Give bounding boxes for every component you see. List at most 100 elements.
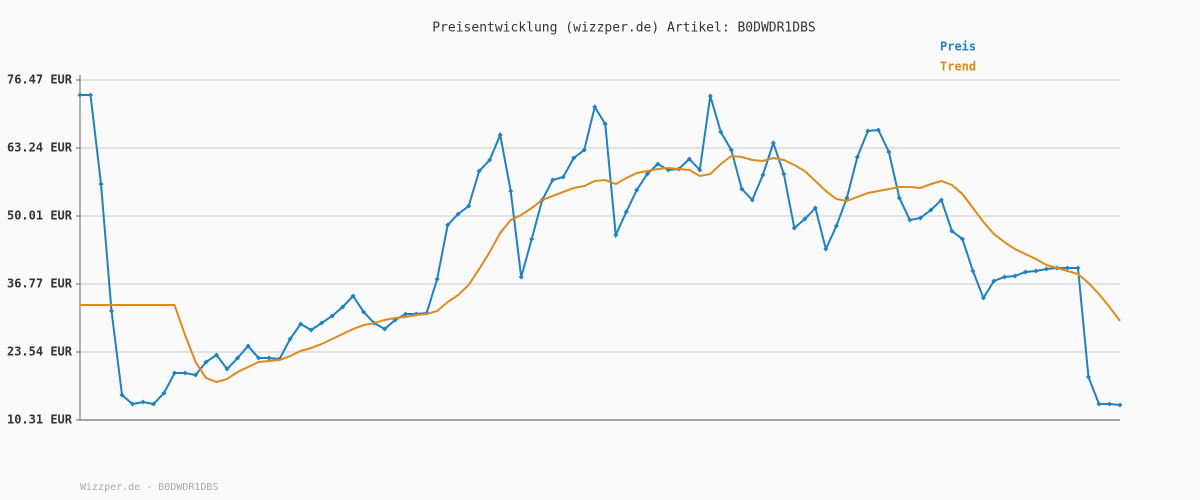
marker [886, 149, 892, 155]
y-tick-label: 50.01 EUR [7, 208, 73, 222]
marker [550, 177, 556, 183]
marker [980, 295, 986, 301]
line [80, 154, 1121, 384]
y-tick-label: 76.47 EUR [7, 73, 73, 87]
y-tick-label: 63.24 EUR [7, 140, 73, 154]
marker [1075, 265, 1081, 271]
marker [907, 217, 913, 223]
chart-title: Preisentwicklung (wizzper.de) Artikel: B… [432, 21, 816, 36]
marker [434, 276, 440, 282]
marker [833, 223, 839, 229]
marker [361, 309, 367, 315]
marker [760, 172, 766, 178]
marker [319, 320, 325, 326]
marker [571, 155, 577, 161]
marker [959, 236, 965, 242]
marker [802, 216, 808, 222]
marker [298, 321, 304, 327]
marker [88, 92, 94, 98]
marker [1001, 274, 1007, 280]
marker [193, 372, 199, 378]
legend-label: Trend [940, 60, 976, 74]
marker [140, 399, 146, 405]
marker [403, 311, 409, 317]
footer: Wizzper.de - B0DWDR1DBS [80, 482, 218, 493]
marker [109, 308, 115, 314]
y-tick-label: 23.54 EUR [7, 345, 73, 359]
marker [455, 211, 461, 217]
marker [581, 147, 587, 153]
marker [308, 327, 314, 333]
marker [487, 157, 493, 163]
marker [172, 370, 178, 376]
marker [1012, 273, 1018, 279]
marker [970, 268, 976, 274]
marker [1085, 374, 1091, 380]
marker [266, 355, 272, 361]
marker [865, 128, 871, 134]
marker [613, 232, 619, 238]
marker [1064, 265, 1070, 271]
marker [1022, 269, 1028, 275]
marker [77, 92, 83, 98]
legend-label: Preis [940, 40, 976, 54]
marker [728, 147, 734, 153]
marker [119, 392, 125, 398]
marker [697, 167, 703, 173]
marker [224, 366, 230, 372]
y-tick-label: 10.31 EUR [7, 413, 73, 427]
marker [718, 129, 724, 135]
marker [644, 171, 650, 177]
marker [182, 370, 188, 376]
marker [130, 401, 136, 407]
marker [151, 401, 157, 407]
marker [781, 171, 787, 177]
marker [770, 140, 776, 146]
marker [875, 127, 881, 133]
marker [707, 93, 713, 99]
marker [623, 209, 629, 215]
marker [812, 205, 818, 211]
marker [329, 313, 335, 319]
marker [245, 343, 251, 349]
marker [938, 197, 944, 203]
marker [749, 197, 755, 203]
marker [445, 222, 451, 228]
marker [823, 246, 829, 252]
marker [991, 278, 997, 284]
marker [350, 293, 356, 299]
marker [686, 156, 692, 162]
y-tick-label: 36.77 EUR [7, 277, 73, 291]
marker [518, 274, 524, 280]
marker [560, 174, 566, 180]
marker [1033, 268, 1039, 274]
marker [497, 132, 503, 138]
marker [340, 304, 346, 310]
marker [928, 207, 934, 213]
marker [854, 154, 860, 160]
marker [1106, 401, 1112, 407]
marker [949, 228, 955, 234]
marker [287, 336, 293, 342]
marker [1043, 266, 1049, 272]
marker [466, 203, 472, 209]
marker [634, 187, 640, 193]
marker [98, 181, 104, 187]
line [80, 94, 1121, 407]
marker [203, 359, 209, 365]
marker [844, 195, 850, 201]
marker [214, 352, 220, 358]
marker [382, 326, 388, 332]
marker [896, 195, 902, 201]
marker [739, 186, 745, 192]
marker [655, 161, 661, 167]
marker [256, 355, 262, 361]
marker [476, 168, 482, 174]
marker [917, 215, 923, 221]
marker [592, 104, 598, 110]
marker [602, 121, 608, 127]
marker [161, 390, 167, 396]
marker [508, 188, 514, 194]
